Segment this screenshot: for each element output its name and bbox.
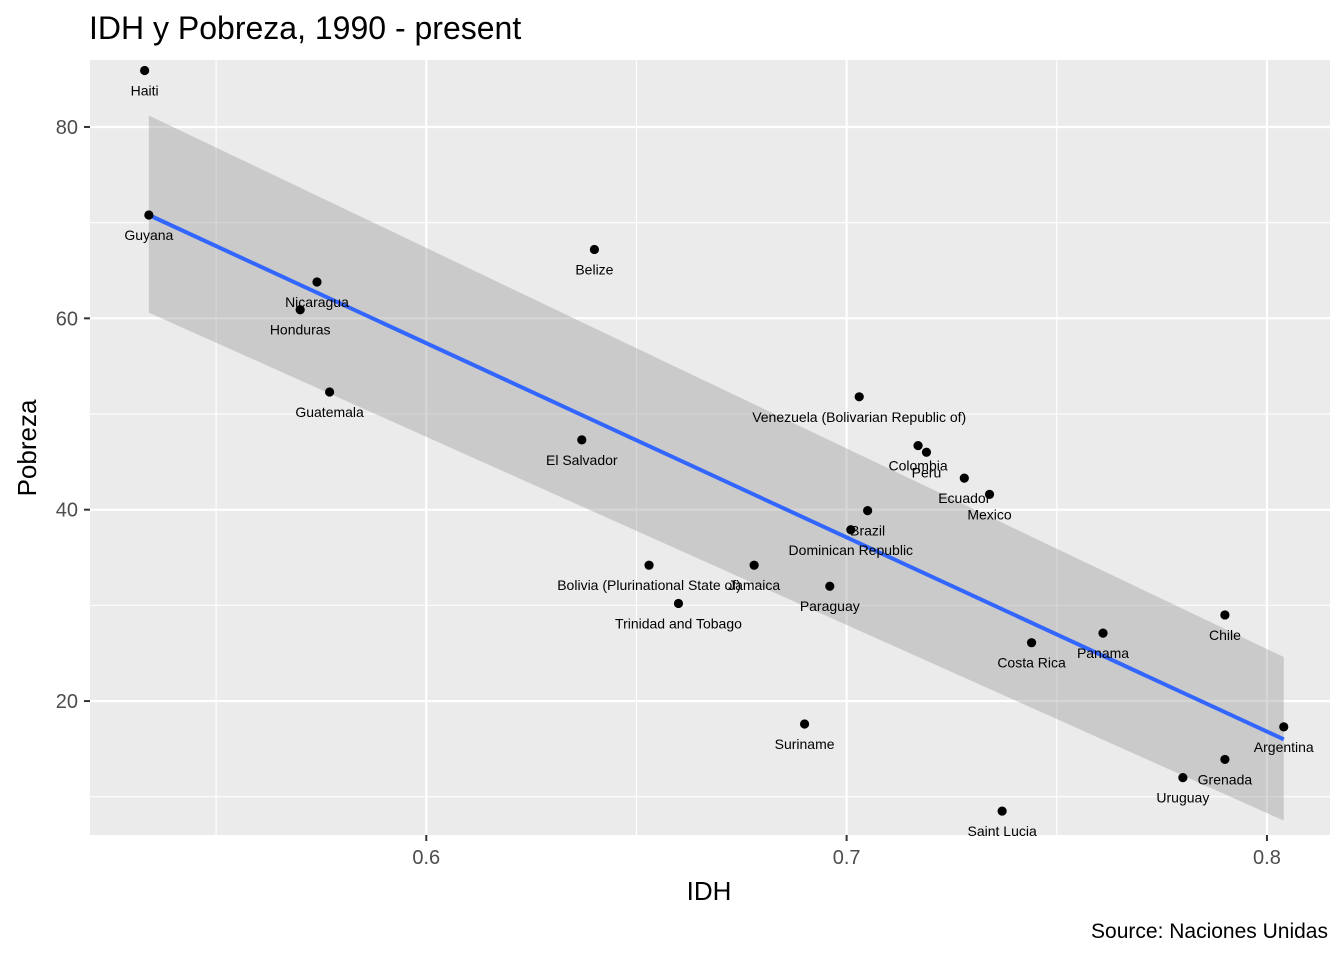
data-point-label: Belize: [575, 261, 613, 277]
data-point-label: Paraguay: [800, 598, 860, 614]
data-point-label: Haiti: [131, 83, 159, 99]
data-point-label: Guyana: [124, 227, 173, 243]
data-point: [1220, 754, 1230, 765]
points-layer: [140, 65, 1289, 816]
data-point-label: Chile: [1209, 627, 1241, 643]
chart-title: IDH y Pobreza, 1990 - present: [89, 10, 522, 46]
data-point: [1178, 772, 1188, 783]
data-point: [1026, 638, 1037, 648]
data-point: [324, 387, 335, 397]
data-point-label: El Salvador: [546, 452, 618, 468]
data-point-label: Suriname: [775, 736, 835, 752]
data-point-label: Mexico: [967, 506, 1012, 522]
plot-panel: [90, 60, 1330, 835]
data-point: [1220, 610, 1230, 620]
data-point: [997, 806, 1007, 816]
data-point: [921, 447, 932, 457]
data-point-label: Ecuador: [938, 490, 990, 506]
y-tick-label: 40: [56, 500, 78, 522]
data-point-label: Saint Lucia: [967, 823, 1036, 839]
x-axis-title: IDH: [687, 876, 732, 906]
data-point: [577, 435, 587, 445]
data-point: [1279, 722, 1289, 732]
data-point-label: Uruguay: [1156, 790, 1209, 806]
data-point-label: Nicaragua: [285, 294, 349, 310]
data-point: [984, 489, 995, 499]
major-gridlines: [90, 60, 1330, 835]
data-point-label: Colombia: [888, 458, 947, 474]
data-point-label: Costa Rica: [997, 655, 1066, 671]
data-point-label: Jamaica: [728, 577, 780, 593]
point-labels-layer: Haiti Guyana Belize Nicaragua Honduras Guatem…: [124, 83, 1314, 840]
trend-line: [148, 213, 1285, 742]
data-point: [825, 581, 835, 591]
data-point: [863, 506, 873, 516]
data-point: [846, 525, 856, 535]
data-point-label: Guatemala: [295, 404, 364, 420]
data-point: [589, 244, 600, 255]
minor-gridlines: [90, 60, 1330, 835]
source-caption: Source: Naciones Unidas: [1091, 920, 1328, 943]
data-point-label: Dominican Republic: [789, 542, 914, 558]
trend-line-layer: [148, 213, 1285, 742]
data-point-label: Peru: [912, 464, 942, 480]
data-point: [644, 560, 654, 570]
data-point: [295, 305, 305, 315]
x-tick-label: 0.6: [412, 847, 440, 869]
data-point-label: Honduras: [270, 322, 331, 338]
data-point: [673, 598, 684, 609]
data-point: [749, 560, 759, 570]
data-point: [913, 440, 923, 451]
data-point: [959, 473, 969, 483]
axes-layer: 0.6 0.7 0.8 20 40 60 80: [56, 117, 1281, 869]
data-point-label: Argentina: [1254, 739, 1314, 755]
data-point: [854, 392, 864, 402]
x-tick-label: 0.7: [833, 847, 861, 869]
y-axis-title: Pobreza: [12, 399, 42, 496]
data-point: [312, 277, 322, 287]
data-point: [140, 65, 150, 76]
data-point-label: Panama: [1077, 645, 1129, 661]
y-tick-label: 60: [56, 308, 78, 330]
confidence-band: [148, 115, 1284, 821]
data-point-label: Brazil: [850, 523, 885, 539]
data-point: [1098, 628, 1108, 638]
data-point: [799, 719, 810, 729]
data-point-label: Trinidad and Tobago: [615, 615, 742, 631]
y-tick-label: 80: [56, 117, 78, 139]
data-point-label: Grenada: [1198, 771, 1253, 787]
y-tick-label: 20: [56, 691, 78, 713]
x-tick-label: 0.8: [1253, 847, 1281, 869]
data-point: [144, 210, 154, 220]
data-point-label: Bolivia (Plurinational State of): [557, 577, 741, 593]
confidence-band-layer: [148, 115, 1284, 821]
data-point-label: Venezuela (Bolivarian Republic of): [752, 409, 966, 425]
